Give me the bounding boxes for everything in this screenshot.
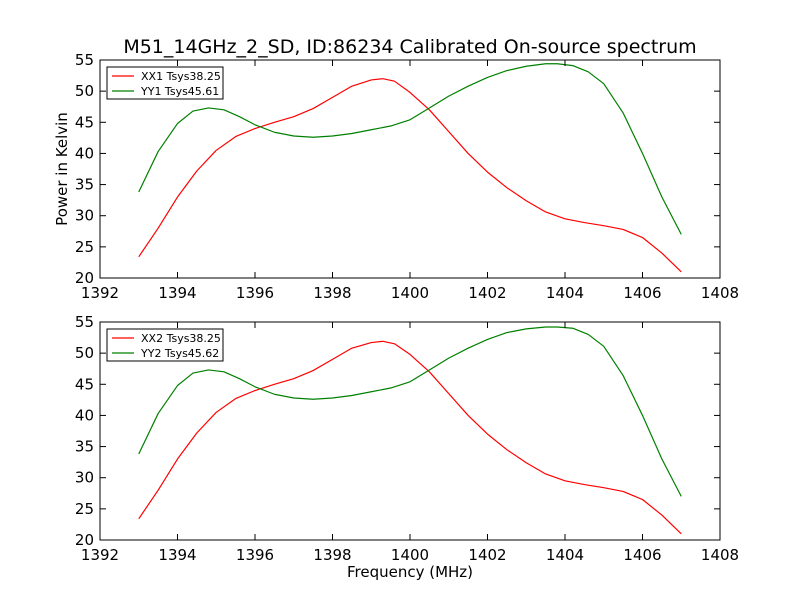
x-tick-label: 1402	[468, 546, 506, 564]
x-axis-label: Frequency (MHz)	[347, 563, 473, 581]
x-tick-label: 1408	[701, 546, 739, 564]
x-tick-label: 1398	[313, 546, 351, 564]
bottom-panel: 1392 1394 1396 1398 1400 1402 1404 1406 1408 20 25…	[75, 313, 739, 581]
x-tick-label: 1400	[391, 546, 429, 564]
y-tick-label: 50	[75, 344, 94, 362]
y-tick-label: 20	[75, 269, 94, 287]
series-line-xx1	[138, 78, 682, 273]
x-tick-label: 1408	[701, 284, 739, 302]
legend-box	[106, 66, 224, 100]
x-tick-label: 1406	[623, 284, 661, 302]
legend-entry-label: XX2 Tsys38.25	[141, 332, 221, 345]
x-tick-label: 1402	[468, 284, 506, 302]
legend-entry-label: YY1 Tsys45.61	[140, 85, 219, 98]
x-tick-label: 1392	[81, 546, 119, 564]
x-tick-label: 1398	[313, 284, 351, 302]
y-tick-label: 25	[75, 238, 94, 256]
legend: XX2 Tsys38.25 YY2 Tsys45.62	[106, 328, 224, 362]
x-tick-label: 1396	[236, 546, 274, 564]
legend-entry-label: XX1 Tsys38.25	[141, 70, 221, 83]
y-tick-label: 55	[75, 51, 94, 69]
y-axis-label: Power in Kelvin	[53, 112, 71, 226]
x-tick-label: 1406	[623, 546, 661, 564]
y-tick-label: 50	[75, 82, 94, 100]
legend: XX1 Tsys38.25 YY1 Tsys45.61	[106, 66, 224, 100]
top-panel: 1392 1394 1396 1398 1400 1402 1404 1406 1408 20 25…	[53, 51, 739, 302]
y-tick-label: 45	[75, 375, 94, 393]
x-tick-label: 1400	[391, 284, 429, 302]
y-tick-label: 30	[75, 207, 94, 225]
y-tick-label: 35	[75, 438, 94, 456]
y-tick-label: 30	[75, 469, 94, 487]
y-tick-label: 40	[75, 144, 94, 162]
legend-entry-label: YY2 Tsys45.62	[140, 347, 219, 360]
y-tick-label: 45	[75, 113, 94, 131]
x-tick-label: 1404	[546, 284, 584, 302]
series-line-xx2	[138, 340, 682, 535]
y-tick-label: 40	[75, 406, 94, 424]
x-tick-label: 1392	[81, 284, 119, 302]
y-tick-label: 35	[75, 176, 94, 194]
y-tick-label: 25	[75, 500, 94, 518]
x-tick-label: 1404	[546, 546, 584, 564]
y-tick-label: 55	[75, 313, 94, 331]
x-tick-label: 1394	[158, 546, 196, 564]
series-line-yy2	[138, 326, 682, 497]
x-tick-label: 1396	[236, 284, 274, 302]
y-tick-label: 20	[75, 531, 94, 549]
x-tick-label: 1394	[158, 284, 196, 302]
legend-box	[106, 328, 224, 362]
series-line-yy1	[138, 63, 682, 235]
figure-title: M51_14GHz_2_SD, ID:86234 Calibrated On-s…	[123, 36, 696, 58]
